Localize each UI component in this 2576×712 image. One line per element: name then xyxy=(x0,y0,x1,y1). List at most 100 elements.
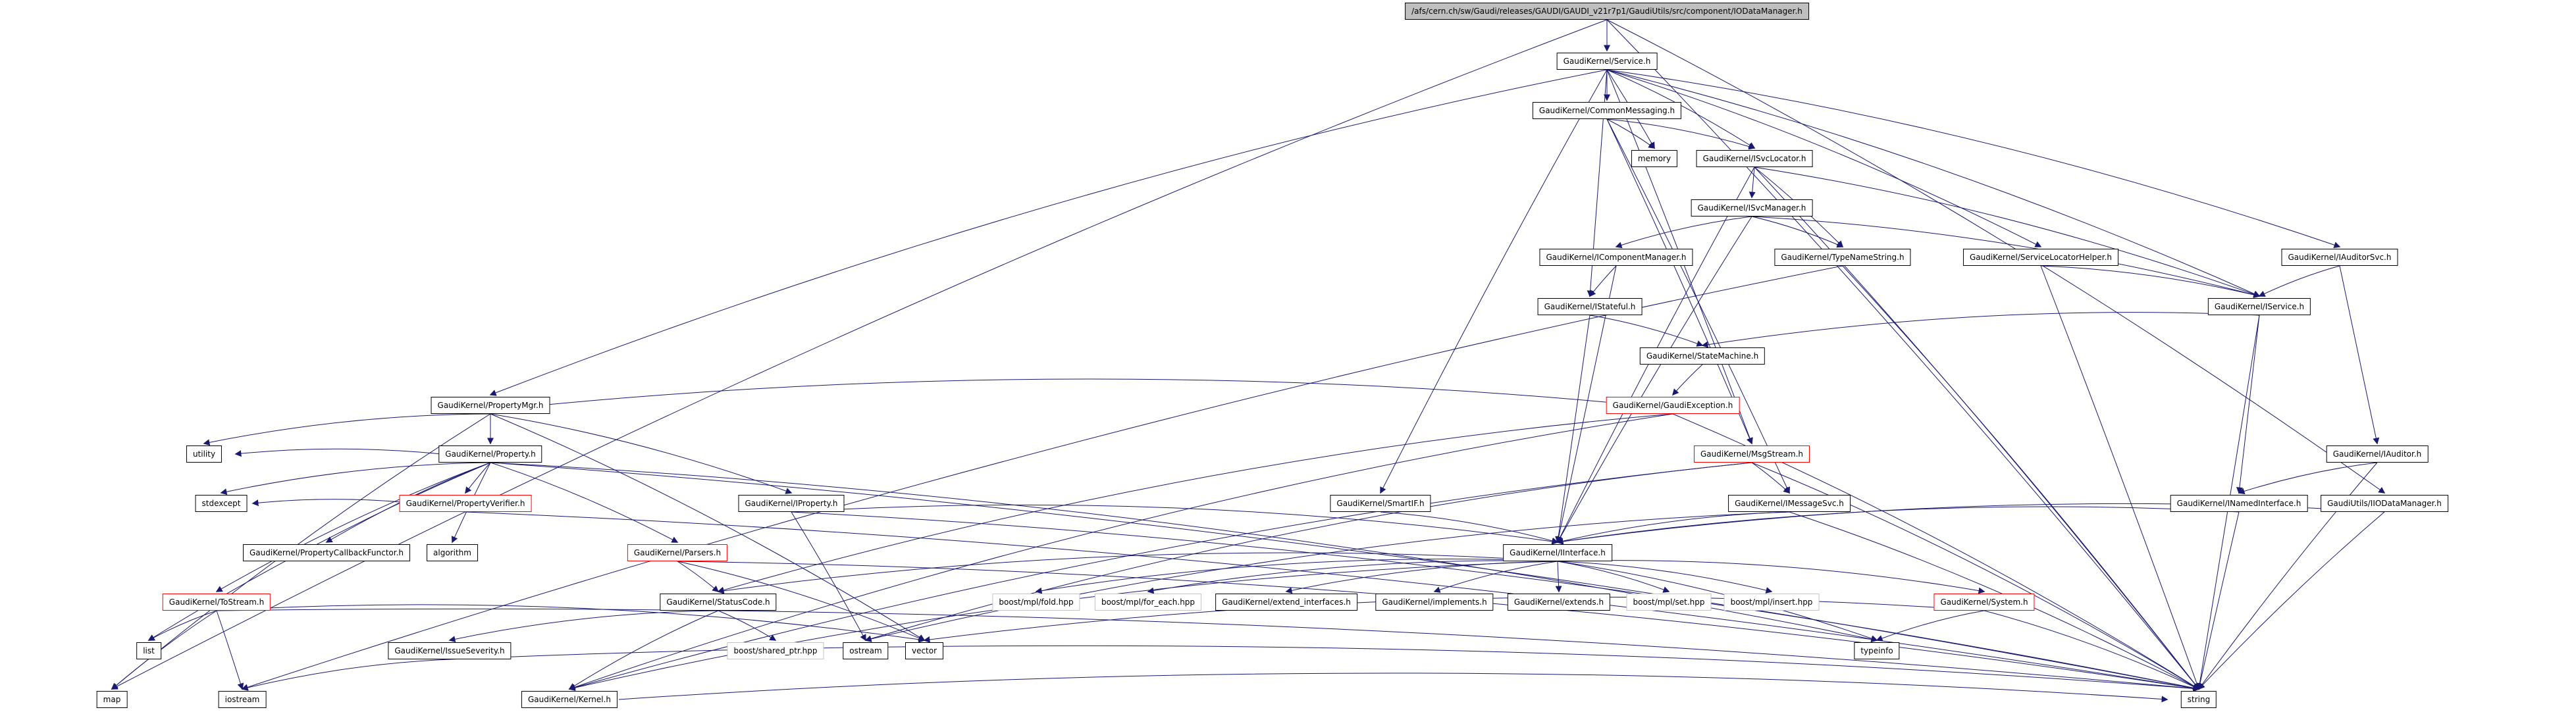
edge-inamedinterface-to-string xyxy=(2196,511,2240,690)
edge-iproperty-to-iinterface xyxy=(791,504,1559,545)
node-iproperty[interactable]: GaudiKernel/IProperty.h xyxy=(738,495,845,512)
node-iiodatamanager[interactable]: GaudiUtils/IIODataManager.h xyxy=(2321,495,2448,512)
edge-imessagesvc-to-ostream xyxy=(864,511,1790,642)
node-statemachine[interactable]: GaudiKernel/StateMachine.h xyxy=(1639,347,1766,365)
node-list[interactable]: list xyxy=(136,642,161,659)
edge-service-to-istateful xyxy=(1587,69,1608,297)
edge-inamedinterface-to-iinterface xyxy=(1556,506,2240,545)
edge-service-to-smartif xyxy=(1380,69,1608,494)
node-iservice[interactable]: GaudiKernel/IService.h xyxy=(2207,298,2311,315)
node-system[interactable]: GaudiKernel/System.h xyxy=(1933,594,2035,611)
edge-iinterface-to-statuscode xyxy=(717,552,1558,594)
node-commonmsg[interactable]: GaudiKernel/CommonMessaging.h xyxy=(1532,102,1682,119)
edge-propertymgr-to-vector xyxy=(490,413,926,641)
edge-iinterface-to-typeinfo xyxy=(1557,561,1878,642)
node-map[interactable]: map xyxy=(96,691,128,708)
edge-property-to-stdexcept xyxy=(220,462,491,496)
node-string[interactable]: string xyxy=(2180,691,2217,708)
edge-property-to-utility xyxy=(234,448,442,457)
node-isvclocator[interactable]: GaudiKernel/ISvcLocator.h xyxy=(1696,150,1813,167)
edge-statuscode-to-issueseverity xyxy=(448,610,719,643)
edge-istateful-to-statemachine xyxy=(1589,315,1704,347)
node-statuscode[interactable]: GaudiKernel/StatusCode.h xyxy=(660,594,777,611)
edge-iinterface-to-system xyxy=(1557,560,1985,594)
node-isvcmanager[interactable]: GaudiKernel/ISvcManager.h xyxy=(1691,199,1813,216)
edge-statuscode-to-kernel xyxy=(568,610,719,690)
edge-msgstream-to-ostream xyxy=(864,462,1752,642)
edge-issueseverity-to-iostream xyxy=(241,659,450,691)
edge-propertymgr-to-map xyxy=(111,413,491,690)
edge-service-to-propertymgr xyxy=(489,69,1608,396)
node-tostream[interactable]: GaudiKernel/ToStream.h xyxy=(162,594,271,611)
node-iauditorsvc[interactable]: GaudiKernel/IAuditorSvc.h xyxy=(2281,249,2398,266)
edge-iauditorsvc-to-iservice xyxy=(2258,265,2340,297)
node-utility[interactable]: utility xyxy=(186,445,223,463)
edges-group xyxy=(111,19,2386,703)
node-property[interactable]: GaudiKernel/Property.h xyxy=(438,445,542,463)
node-memory[interactable]: memory xyxy=(1631,150,1678,167)
node-algorithm[interactable]: algorithm xyxy=(427,544,478,561)
node-typeinfo[interactable]: typeinfo xyxy=(1854,642,1900,659)
node-ostream[interactable]: ostream xyxy=(843,642,889,659)
edge-system-to-typeinfo xyxy=(1876,610,1985,642)
edge-typenamestring-to-string xyxy=(1842,265,2199,690)
edge-iinterface-to-mplforeach xyxy=(1147,560,1558,594)
node-iostream[interactable]: iostream xyxy=(218,691,267,708)
node-kernel[interactable]: GaudiKernel/Kernel.h xyxy=(521,691,618,708)
edge-tostream-to-list xyxy=(147,610,217,641)
node-mplfold[interactable]: boost/mpl/fold.hpp xyxy=(992,594,1080,611)
edge-system-to-string xyxy=(1984,610,2200,690)
node-iinterface[interactable]: GaudiKernel/IInterface.h xyxy=(1503,544,1612,561)
node-iauditor[interactable]: GaudiKernel/IAuditor.h xyxy=(2326,445,2429,463)
edge-iservice-to-inamedinterface xyxy=(2236,315,2260,494)
edge-kernel-to-string xyxy=(618,673,2169,703)
node-mplset[interactable]: boost/mpl/set.hpp xyxy=(1626,594,1712,611)
edge-iauditor-to-string xyxy=(2198,462,2378,690)
node-stdexcept[interactable]: stdexcept xyxy=(195,495,248,512)
edge-iinterface-to-extendinterfaces xyxy=(1285,561,1558,594)
edge-tostream-to-iostream xyxy=(216,610,244,690)
node-gaudiexception[interactable]: GaudiKernel/GaudiException.h xyxy=(1606,397,1740,414)
node-istateful[interactable]: GaudiKernel/IStateful.h xyxy=(1537,298,1643,315)
edge-statemachine-to-gaudiexception xyxy=(1672,364,1703,396)
edge-isvclocator-to-iservice xyxy=(1754,166,2261,297)
edge-propertyverifier-to-string xyxy=(465,511,2200,692)
node-issueseverity[interactable]: GaudiKernel/IssueSeverity.h xyxy=(388,642,512,659)
edge-imessagesvc-to-string xyxy=(1789,511,2200,690)
edge-icompmgr-to-istateful xyxy=(1589,265,1617,297)
edge-gaudiexception-to-kernel xyxy=(568,413,1673,690)
node-svclochelper[interactable]: GaudiKernel/ServiceLocatorHelper.h xyxy=(1962,249,2119,266)
node-smartif[interactable]: GaudiKernel/SmartIF.h xyxy=(1330,495,1431,512)
node-typenamestring[interactable]: GaudiKernel/TypeNameString.h xyxy=(1774,249,1911,266)
edge-iinterface-to-mplset xyxy=(1557,561,1670,593)
edge-iiodatamanager-to-string xyxy=(2197,511,2385,690)
edge-istateful-to-iinterface xyxy=(1555,315,1590,544)
edge-tostream-to-string xyxy=(216,608,2200,692)
node-inamedinterface[interactable]: GaudiKernel/INamedInterface.h xyxy=(2170,495,2308,512)
node-parsers[interactable]: GaudiKernel/Parsers.h xyxy=(627,544,728,561)
node-implements[interactable]: GaudiKernel/implements.h xyxy=(1375,594,1494,611)
node-extendinterfaces[interactable]: GaudiKernel/extend_interfaces.h xyxy=(1215,594,1357,611)
edge-parsers-to-vector xyxy=(677,561,926,642)
node-mplinsert[interactable]: boost/mpl/insert.hpp xyxy=(1723,594,1820,611)
edge-commonmsg-to-memory xyxy=(1606,118,1656,149)
node-sharedptr[interactable]: boost/shared_ptr.hpp xyxy=(727,642,824,659)
edge-propertymgr-to-gaudiexception xyxy=(539,378,1643,409)
node-mplforeach[interactable]: boost/mpl/for_each.hpp xyxy=(1094,594,1202,611)
node-vector[interactable]: vector xyxy=(905,642,944,659)
node-propertymgr[interactable]: GaudiKernel/PropertyMgr.h xyxy=(431,397,550,414)
node-msgstream[interactable]: GaudiKernel/MsgStream.h xyxy=(1693,445,1810,463)
edge-isvclocator-to-isvcmanager xyxy=(1748,166,1756,199)
edge-iproperty-to-ostream xyxy=(791,511,866,642)
edge-property-to-propertyverifier xyxy=(465,462,491,494)
node-propertyverifier[interactable]: GaudiKernel/PropertyVerifier.h xyxy=(399,495,532,512)
node-icompmgr[interactable]: GaudiKernel/IComponentManager.h xyxy=(1539,249,1693,266)
node-propcallback[interactable]: GaudiKernel/PropertyCallbackFunctor.h xyxy=(243,544,410,561)
node-imessagesvc[interactable]: GaudiKernel/IMessageSvc.h xyxy=(1728,495,1851,512)
edge-msgstream-to-string xyxy=(1751,462,2200,690)
node-service[interactable]: GaudiKernel/Service.h xyxy=(1556,53,1658,70)
node-extends[interactable]: GaudiKernel/extends.h xyxy=(1507,594,1611,611)
edge-isvcmanager-to-iinterface xyxy=(1557,216,1752,544)
edge-iinterface-to-implements xyxy=(1433,561,1558,593)
